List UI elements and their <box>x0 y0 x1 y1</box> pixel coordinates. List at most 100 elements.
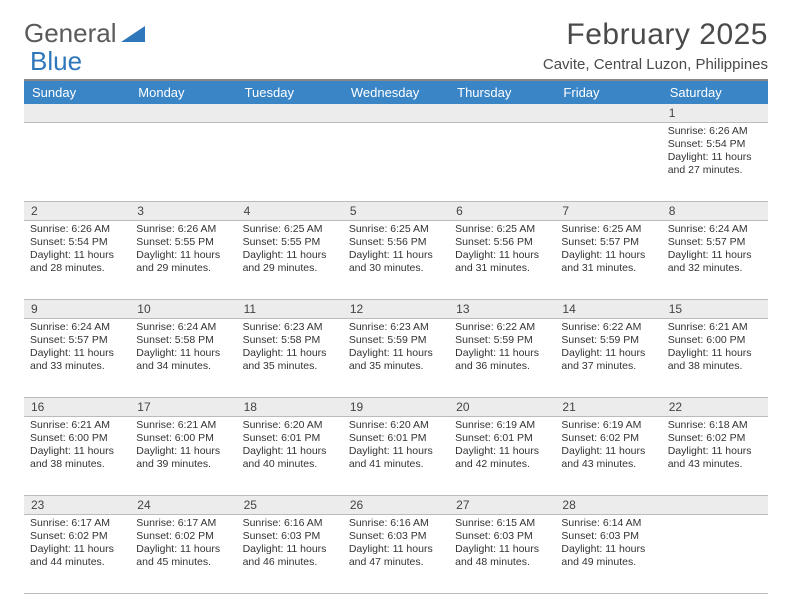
sunset-text: Sunset: 6:00 PM <box>30 432 124 445</box>
day-number: 7 <box>555 202 661 220</box>
day-number <box>449 104 555 122</box>
week-row: Sunrise: 6:26 AM Sunset: 5:54 PM Daylight:… <box>24 221 768 300</box>
day-cell: Sunrise: 6:24 AMSunset: 5:57 PMDaylight:… <box>662 221 768 299</box>
daylight-text: Daylight: 11 hours and 36 minutes. <box>455 347 549 373</box>
daylight-text: Daylight: 11 hours and 33 minutes. <box>30 347 124 373</box>
day-number: 10 <box>130 300 236 318</box>
day-cell <box>24 123 130 201</box>
day-number: 25 <box>237 496 343 514</box>
sunset-text: Sunset: 6:00 PM <box>136 432 230 445</box>
daylight-text: Daylight: 11 hours and 27 minutes. <box>668 151 762 177</box>
sunrise-text: Sunrise: 6:19 AM <box>561 419 655 432</box>
sunset-text: Sunset: 6:03 PM <box>561 530 655 543</box>
day-number <box>24 104 130 122</box>
day-number: 13 <box>449 300 555 318</box>
sunrise-text: Sunrise: 6:23 AM <box>349 321 443 334</box>
sunrise-text: Sunrise: 6:21 AM <box>136 419 230 432</box>
daylight-text: Daylight: 11 hours and 39 minutes. <box>136 445 230 471</box>
daylight-text: Daylight: 11 hours and 43 minutes. <box>668 445 762 471</box>
daylight-text: Daylight: 11 hours and 37 minutes. <box>561 347 655 373</box>
weekday-tuesday: Tuesday <box>237 81 343 104</box>
day-number <box>237 104 343 122</box>
sunrise-text: Sunrise: 6:24 AM <box>668 223 762 236</box>
day-number: 17 <box>130 398 236 416</box>
day-cell: Sunrise: 6:21 AMSunset: 6:00 PMDaylight:… <box>24 417 130 495</box>
week-row: Sunrise: 6:24 AMSunset: 5:57 PMDaylight:… <box>24 319 768 398</box>
sunrise-text: Sunrise: 6:25 AM <box>455 223 549 236</box>
daylight-text: Daylight: 11 hours and 40 minutes. <box>243 445 337 471</box>
sunrise-text: Sunrise: 6:14 AM <box>561 517 655 530</box>
sunrise-text: Sunrise: 6:22 AM <box>455 321 549 334</box>
day-cell <box>130 123 236 201</box>
daylight-text: Daylight: 11 hours and 29 minutes. <box>243 249 337 275</box>
daylight-text: Daylight: 11 hours and 44 minutes. <box>30 543 124 569</box>
day-number: 2 <box>24 202 130 220</box>
day-number: 14 <box>555 300 661 318</box>
day-number: 22 <box>662 398 768 416</box>
day-number: 6 <box>449 202 555 220</box>
day-number: 26 <box>343 496 449 514</box>
sunrise-text: Sunrise: 6:26 AM <box>136 223 230 236</box>
day-cell: Sunrise: 6:22 AMSunset: 5:59 PMDaylight:… <box>555 319 661 397</box>
daylight-text: Daylight: 11 hours and 35 minutes. <box>243 347 337 373</box>
day-cell: Sunrise: 6:20 AMSunset: 6:01 PMDaylight:… <box>343 417 449 495</box>
sunrise-text: Sunrise: 6:24 AM <box>136 321 230 334</box>
sunset-text: Sunset: 5:58 PM <box>243 334 337 347</box>
day-number: 19 <box>343 398 449 416</box>
sunrise-text: Sunrise: 6:21 AM <box>30 419 124 432</box>
sunset-text: Sunset: 5:54 PM <box>30 236 124 249</box>
daylight-text: Daylight: 11 hours and 30 minutes. <box>349 249 443 275</box>
sunset-text: Sunset: 5:59 PM <box>455 334 549 347</box>
sunrise-text: Sunrise: 6:26 AM <box>668 125 762 138</box>
day-cell: Sunrise: 6:20 AMSunset: 6:01 PMDaylight:… <box>237 417 343 495</box>
sunset-text: Sunset: 6:03 PM <box>455 530 549 543</box>
day-number: 18 <box>237 398 343 416</box>
page-subtitle: Cavite, Central Luzon, Philippines <box>543 56 768 73</box>
sunset-text: Sunset: 5:56 PM <box>455 236 549 249</box>
sunset-text: Sunset: 6:01 PM <box>455 432 549 445</box>
logo: General <box>24 18 151 49</box>
daylight-text: Daylight: 11 hours and 34 minutes. <box>136 347 230 373</box>
header: General February 2025 Cavite, Central Lu… <box>24 18 768 73</box>
weekday-friday: Friday <box>555 81 661 104</box>
daylight-text: Daylight: 11 hours and 49 minutes. <box>561 543 655 569</box>
calendar: Sunday Monday Tuesday Wednesday Thursday… <box>24 79 768 594</box>
sunrise-text: Sunrise: 6:20 AM <box>243 419 337 432</box>
day-cell: Sunrise: 6:23 AMSunset: 5:58 PMDaylight:… <box>237 319 343 397</box>
sunset-text: Sunset: 6:02 PM <box>136 530 230 543</box>
day-number <box>130 104 236 122</box>
sunrise-text: Sunrise: 6:23 AM <box>243 321 337 334</box>
day-cell: Sunrise: 6:18 AMSunset: 6:02 PMDaylight:… <box>662 417 768 495</box>
day-cell: Sunrise: 6:25 AMSunset: 5:55 PMDaylight:… <box>237 221 343 299</box>
sunrise-text: Sunrise: 6:18 AM <box>668 419 762 432</box>
sunrise-text: Sunrise: 6:25 AM <box>349 223 443 236</box>
sunrise-text: Sunrise: 6:22 AM <box>561 321 655 334</box>
daylight-text: Daylight: 11 hours and 35 minutes. <box>349 347 443 373</box>
day-number <box>343 104 449 122</box>
day-number: 1 <box>662 104 768 122</box>
daylight-text: Daylight: 11 hours and 43 minutes. <box>561 445 655 471</box>
weekday-wednesday: Wednesday <box>343 81 449 104</box>
logo-text-b: Blue <box>30 46 82 77</box>
day-number: 21 <box>555 398 661 416</box>
day-number: 16 <box>24 398 130 416</box>
day-cell: Sunrise: 6:26 AMSunset: 5:55 PMDaylight:… <box>130 221 236 299</box>
week-daynum-row: 9101112131415 <box>24 300 768 319</box>
day-cell: Sunrise: 6:16 AMSunset: 6:03 PMDaylight:… <box>343 515 449 593</box>
sunset-text: Sunset: 6:01 PM <box>243 432 337 445</box>
day-cell: Sunrise: 6:25 AMSunset: 5:56 PMDaylight:… <box>449 221 555 299</box>
sunset-text: Sunset: 6:02 PM <box>30 530 124 543</box>
sunrise-text: Sunrise: 6:24 AM <box>30 321 124 334</box>
sunset-text: Sunset: 5:55 PM <box>243 236 337 249</box>
day-cell <box>555 123 661 201</box>
day-cell <box>662 515 768 593</box>
sunset-text: Sunset: 6:03 PM <box>243 530 337 543</box>
week-row: Sunrise: 6:17 AMSunset: 6:02 PMDaylight:… <box>24 515 768 594</box>
day-number: 23 <box>24 496 130 514</box>
sunrise-text: Sunrise: 6:20 AM <box>349 419 443 432</box>
sunrise-text: Sunrise: 6:19 AM <box>455 419 549 432</box>
logo-text-a: General <box>24 18 117 49</box>
daylight-text: Daylight: 11 hours and 31 minutes. <box>455 249 549 275</box>
sunrise-text: Sunrise: 6:16 AM <box>349 517 443 530</box>
day-cell: Sunrise: 6:21 AMSunset: 6:00 PMDaylight:… <box>662 319 768 397</box>
